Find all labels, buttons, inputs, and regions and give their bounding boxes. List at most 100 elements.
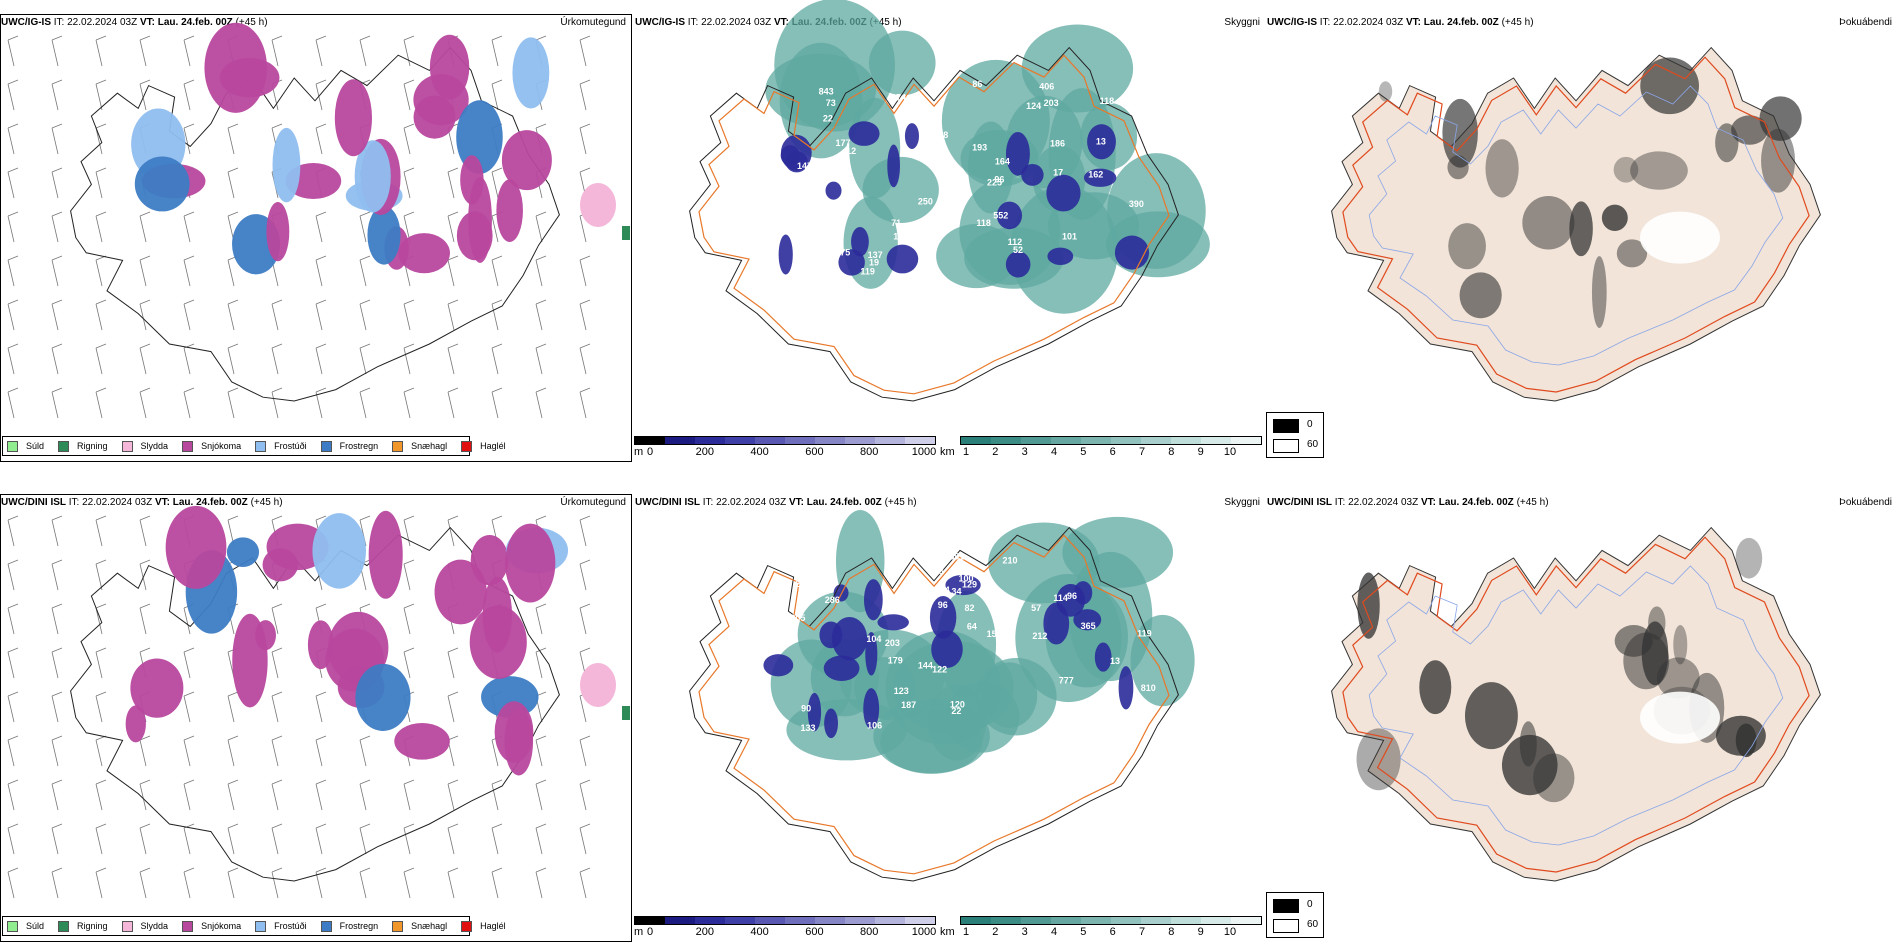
ceiling-value-label: 19 [869, 257, 879, 267]
colorbar-cell [1081, 437, 1111, 444]
low-ceiling-area [1094, 642, 1112, 672]
wind-barb [403, 647, 415, 679]
ceiling-value-label: 472 [804, 255, 819, 265]
ceiling-value-label: 810 [1141, 683, 1156, 693]
legend-item: Súld [7, 920, 44, 932]
low-ceiling-area [823, 655, 860, 681]
wind-barb [447, 823, 459, 855]
init-time: 22.02.2024 03Z [1348, 497, 1419, 508]
ceiling-value-label: 34 [952, 586, 962, 596]
low-ceiling-area [1021, 163, 1044, 186]
low-ceiling-area [807, 692, 822, 732]
ceiling-value-label: 82 [965, 603, 975, 613]
legend-label: Haglél [480, 921, 506, 931]
wind-barb [491, 255, 503, 287]
colorbar-cell [755, 437, 785, 444]
precip-area [219, 58, 280, 98]
wind-barb [359, 387, 371, 419]
legend-swatch [461, 920, 473, 932]
wind-barb [403, 343, 415, 375]
wind-barb [359, 343, 371, 375]
wind-barb [95, 735, 107, 767]
model-name: UWC/DINI ISL [1267, 497, 1332, 508]
tick-label: 200 [695, 926, 714, 938]
wind-barb [139, 823, 151, 855]
wind-barb [535, 387, 547, 419]
fog-indicator-area [1569, 201, 1593, 257]
low-ceiling-area [778, 234, 793, 275]
fog-indicator-area [1641, 621, 1669, 686]
fog-key-label: 60 [1307, 919, 1319, 930]
lead-time: (+45 h) [1501, 17, 1534, 28]
colorbar-cell [695, 917, 725, 924]
colorbar-cell [1171, 437, 1201, 444]
precip-area [429, 34, 470, 100]
visibility-colorbar [960, 436, 1262, 445]
parameter-title: Úrkomutegund [560, 17, 626, 28]
legend-swatch [7, 440, 18, 452]
ceiling-value-label: 90 [801, 703, 811, 713]
tick-label: 200 [695, 446, 714, 458]
precip-type-map [7, 22, 630, 419]
legend-item: Slydda [121, 920, 168, 932]
wind-barb [535, 779, 547, 811]
wind-barb [271, 299, 283, 331]
wind-barb [51, 779, 63, 811]
wind-barb [95, 387, 107, 419]
wind-barb [183, 867, 195, 899]
colorbar-cell [845, 917, 875, 924]
wind-barb [315, 343, 327, 375]
ceiling-value-label: 73 [826, 98, 836, 108]
wind-barb [579, 299, 591, 331]
legend-item: Snjókoma [182, 440, 242, 452]
ceiling-value-label: 74 [952, 185, 962, 195]
colorbar-cell [635, 917, 665, 924]
fog-indicator-area [1419, 660, 1452, 715]
valid-time-label: VT: [773, 17, 789, 28]
lead-time: (+45 h) [1516, 497, 1549, 508]
ceiling-value-label: 794 [935, 585, 950, 595]
legend-swatch [182, 920, 194, 932]
precip-area [272, 127, 301, 203]
fog-header-bottom: UWC/DINI ISL IT: 22.02.2024 03Z VT: Lau.… [1266, 494, 1898, 512]
ceiling-value-label: 80 [810, 179, 820, 189]
ceiling-value-label: 179 [888, 656, 903, 666]
colorbar-cell [1111, 437, 1141, 444]
tick-label: 0 [646, 926, 654, 938]
legend-label: Rigning [77, 441, 108, 451]
wind-barb [227, 167, 239, 199]
precip-type-panel-bottom [0, 494, 632, 942]
model-name: UWC/DINI ISL [635, 497, 700, 508]
wind-barb [359, 779, 371, 811]
precip-area [125, 705, 146, 743]
valid-time: Lau. 24.feb. 00Z [806, 497, 882, 508]
wind-barb [7, 79, 19, 111]
ceiling-value-label: 221 [795, 579, 810, 589]
wind-barb [139, 515, 151, 547]
legend-item: Haglél [461, 920, 506, 932]
ceiling-value-label: 193 [972, 142, 987, 152]
fog-key: 0 60 [1266, 892, 1324, 938]
wind-barb [51, 167, 63, 199]
ceiling-value-label: 780 [782, 627, 797, 637]
low-visibility-area [968, 121, 1014, 214]
wind-barb [359, 255, 371, 287]
precip-type-legend: Súld Rigning Slydda Snjókoma Frostúði Frostre… [2, 916, 506, 936]
fog-indicator-area [1715, 715, 1766, 756]
precip-area [307, 620, 334, 670]
legend-label: Snæhagl [411, 921, 448, 931]
ceiling-value-label: 124 [1026, 101, 1041, 111]
colorbar-cell [905, 917, 935, 924]
precip-area [398, 233, 450, 274]
wind-barb [95, 299, 107, 331]
legend-label: Snjókoma [201, 441, 242, 451]
wind-barb [139, 867, 151, 899]
wind-barb [579, 387, 591, 419]
ceiling-value-label: 164 [886, 561, 901, 571]
wind-barb [403, 559, 415, 591]
tick-label: 5 [1080, 446, 1087, 458]
valid-time-label: VT: [139, 17, 155, 28]
valid-time: Lau. 24.feb. 00Z [1438, 497, 1514, 508]
visibility-map: 1121280221772252503204061864721621181242… [689, 0, 1210, 402]
wind-barb [7, 35, 19, 67]
